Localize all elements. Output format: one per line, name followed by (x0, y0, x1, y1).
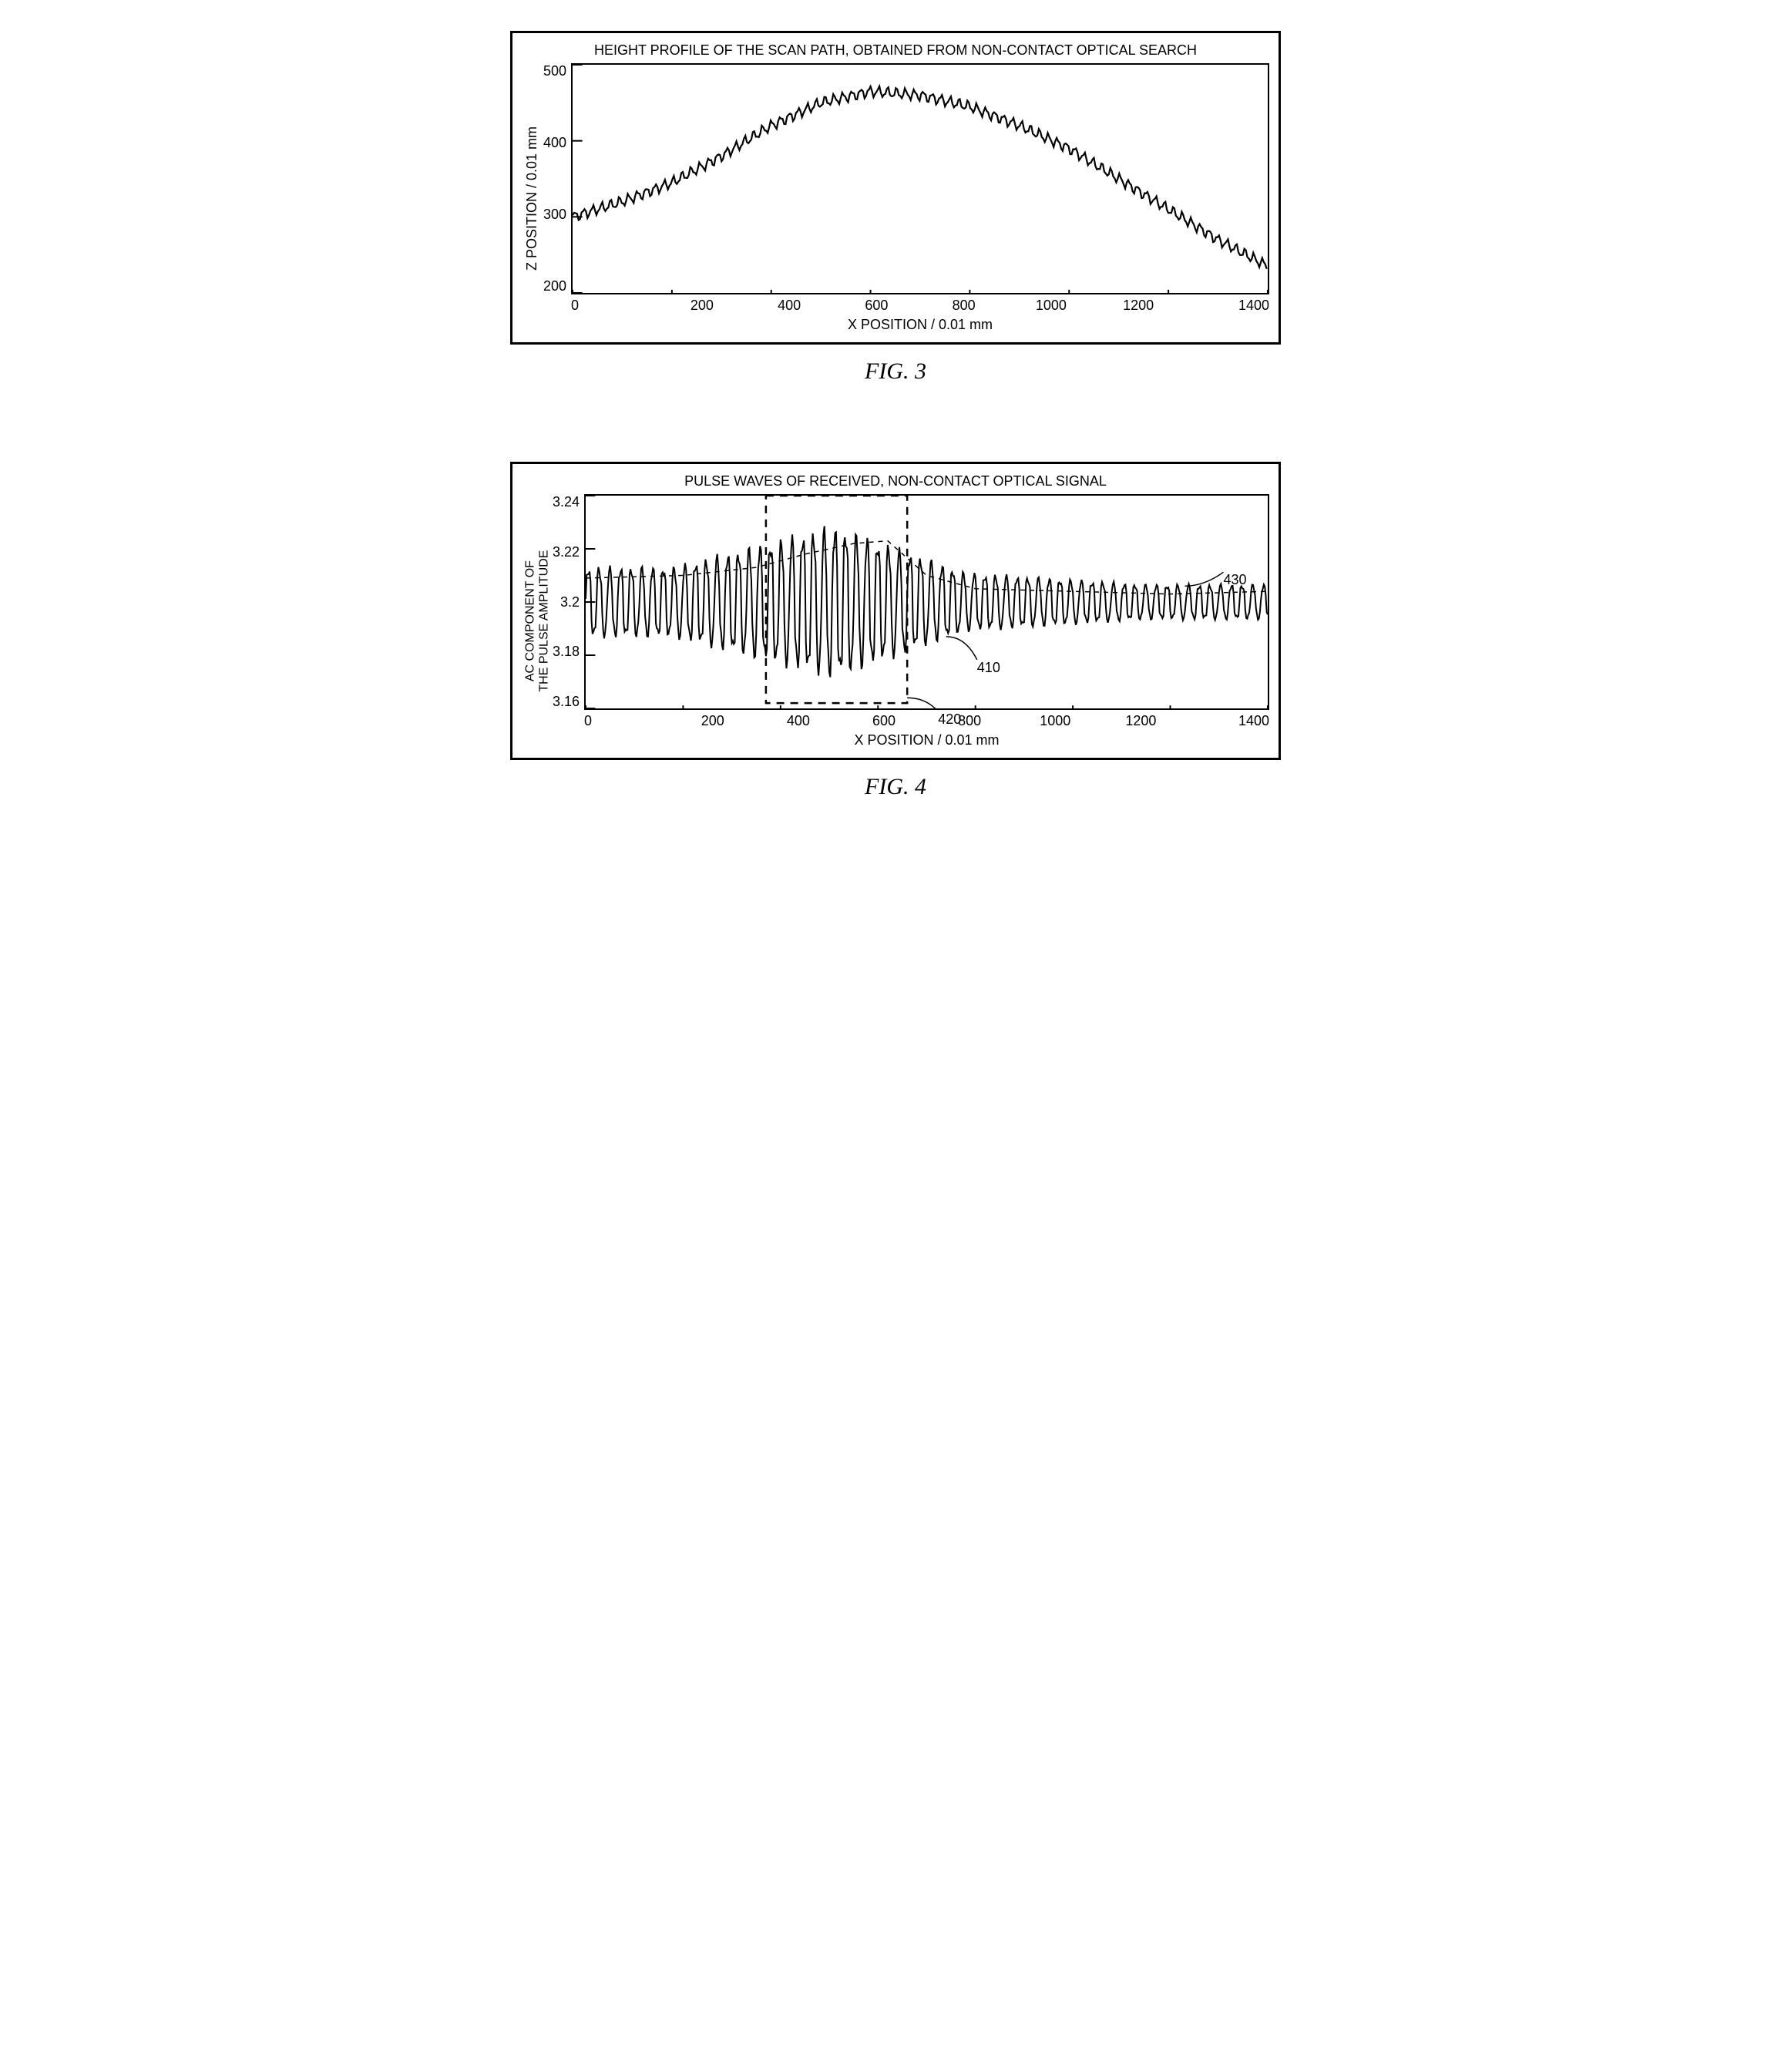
ytick: 300 (543, 207, 566, 223)
fig4-title: PULSE WAVES OF RECEIVED, NON-CONTACT OPT… (522, 473, 1269, 489)
fig4-ylabel: AC COMPONENT OFTHE PULSE AMPLITUDE (523, 550, 550, 692)
xtick: 1200 (1098, 713, 1184, 729)
ytick: 3.16 (553, 694, 580, 710)
ytick: 200 (543, 278, 566, 294)
xtick: 1400 (1184, 713, 1269, 729)
ytick: 3.2 (560, 594, 580, 610)
xtick: 1200 (1095, 298, 1182, 314)
xtick: 1000 (1013, 713, 1098, 729)
fig4-caption: FIG. 4 (510, 774, 1281, 800)
ytick: 3.24 (553, 494, 580, 510)
ytick: 3.18 (553, 644, 580, 660)
ytick: 3.22 (553, 544, 580, 560)
fig3-ylabel: Z POSITION / 0.01 mm (525, 126, 541, 270)
xtick: 200 (658, 298, 745, 314)
ytick: 500 (543, 63, 566, 79)
fig4-xticks: 0200400600800100012001400 (584, 713, 1269, 729)
fig4-plot-row: AC COMPONENT OFTHE PULSE AMPLITUDE 3.243… (522, 494, 1269, 748)
fig4-plot-area: 410420430 (584, 494, 1269, 710)
fig3-chart-box: HEIGHT PROFILE OF THE SCAN PATH, OBTAINE… (510, 31, 1281, 345)
fig3-plot-area (571, 63, 1269, 294)
xtick: 1400 (1182, 298, 1269, 314)
xtick: 800 (920, 298, 1007, 314)
fig3-xlabel: X POSITION / 0.01 mm (571, 317, 1269, 333)
fig3-yticks: 500 400 300 200 (543, 63, 571, 294)
annotation-410: 410 (977, 660, 1000, 676)
fig3-ylabel-col: Z POSITION / 0.01 mm (522, 63, 543, 333)
xtick: 0 (584, 713, 670, 729)
xtick: 200 (670, 713, 755, 729)
ytick: 400 (543, 135, 566, 151)
figure-4: PULSE WAVES OF RECEIVED, NON-CONTACT OPT… (510, 462, 1281, 800)
fig3-title: HEIGHT PROFILE OF THE SCAN PATH, OBTAINE… (522, 42, 1269, 59)
fig3-svg (573, 65, 1268, 293)
xtick: 400 (746, 298, 833, 314)
fig3-xticks: 0200400600800100012001400 (571, 298, 1269, 314)
xtick: 0 (571, 298, 658, 314)
fig4-yticks: 3.24 3.22 3.2 3.18 3.16 (553, 494, 584, 710)
xtick: 1000 (1007, 298, 1094, 314)
fig4-svg (586, 496, 1268, 708)
fig4-xlabel: X POSITION / 0.01 mm (584, 732, 1269, 748)
fig4-ylabel-col: AC COMPONENT OFTHE PULSE AMPLITUDE (522, 494, 553, 748)
figure-3: HEIGHT PROFILE OF THE SCAN PATH, OBTAINE… (510, 31, 1281, 385)
xtick: 600 (841, 713, 926, 729)
fig3-caption: FIG. 3 (510, 358, 1281, 385)
xtick: 600 (833, 298, 920, 314)
annotation-420: 420 (938, 711, 961, 728)
fig4-chart-box: PULSE WAVES OF RECEIVED, NON-CONTACT OPT… (510, 462, 1281, 760)
xtick: 400 (755, 713, 841, 729)
fig3-plot-row: Z POSITION / 0.01 mm 500400300200 020040… (522, 63, 1269, 333)
annotation-430: 430 (1224, 572, 1247, 588)
